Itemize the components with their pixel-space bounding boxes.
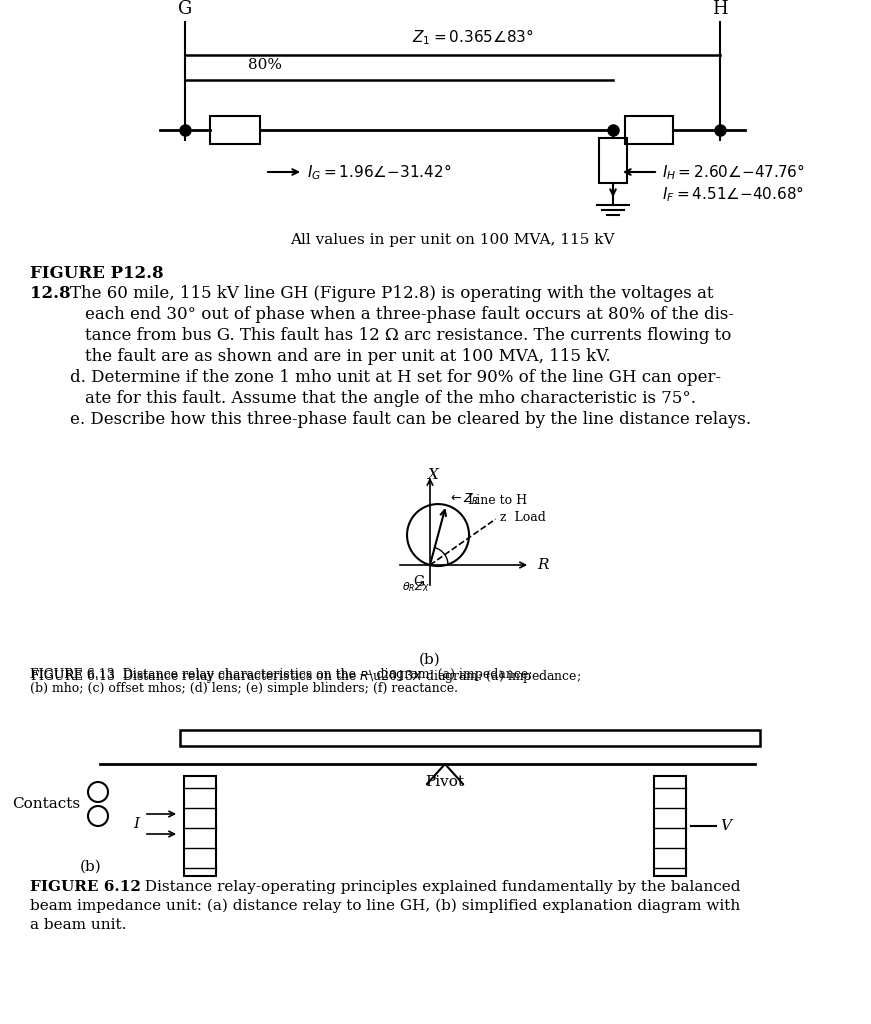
- Text: $I_H=2.60\angle{-47.76°}$: $I_H=2.60\angle{-47.76°}$: [662, 162, 805, 182]
- Text: $I_F=4.51\angle{-40.68°}$: $I_F=4.51\angle{-40.68°}$: [662, 184, 804, 204]
- Text: FIGURE P12.8: FIGURE P12.8: [30, 265, 164, 282]
- Text: Line to H: Line to H: [468, 495, 527, 507]
- Bar: [210, 116, 260, 144]
- Text: d. Determine if the zone 1 mho unit at H set for 90% of the line GH can oper-: d. Determine if the zone 1 mho unit at H…: [70, 369, 721, 386]
- Text: each end 30° out of phase when a three-phase fault occurs at 80% of the dis-: each end 30° out of phase when a three-p…: [85, 306, 734, 323]
- Bar: [625, 116, 673, 144]
- Text: X: X: [428, 468, 438, 482]
- Text: FIGURE 6.13  Distance relay characteristics on the $R$\u2013$X$ diagram: (a) imp: FIGURE 6.13 Distance relay characteristi…: [30, 668, 581, 685]
- Text: (b): (b): [419, 653, 441, 667]
- Bar: [180, 730, 760, 746]
- Text: a beam unit.: a beam unit.: [30, 918, 126, 932]
- Text: 80%: 80%: [248, 58, 282, 72]
- Text: $\leftarrow Z_R$: $\leftarrow Z_R$: [448, 492, 479, 507]
- Text: e. Describe how this three-phase fault can be cleared by the line distance relay: e. Describe how this three-phase fault c…: [70, 411, 751, 428]
- Text: I: I: [133, 817, 139, 831]
- Text: Pivot: Pivot: [426, 775, 464, 790]
- Text: FIGURE 6.12: FIGURE 6.12: [30, 880, 141, 894]
- Text: Distance relay-operating principles explained fundamentally by the balanced: Distance relay-operating principles expl…: [135, 880, 740, 894]
- Text: $I_G=1.96\angle{-31.42°}$: $I_G=1.96\angle{-31.42°}$: [307, 162, 451, 182]
- Text: $Z_1=0.365\angle83°$: $Z_1=0.365\angle83°$: [412, 28, 533, 47]
- Bar: [654, 776, 686, 876]
- Text: G: G: [178, 0, 192, 18]
- Text: beam impedance unit: (a) distance relay to line GH, (b) simplified explanation d: beam impedance unit: (a) distance relay …: [30, 899, 740, 913]
- Text: tance from bus G. This fault has 12 Ω arc resistance. The currents flowing to: tance from bus G. This fault has 12 Ω ar…: [85, 327, 732, 344]
- Text: the fault are as shown and are in per unit at 100 MVA, 115 kV.: the fault are as shown and are in per un…: [85, 348, 611, 365]
- Text: V: V: [720, 819, 731, 833]
- Bar: [599, 138, 627, 183]
- Text: R: R: [537, 558, 549, 572]
- Text: H: H: [712, 0, 728, 18]
- Text: The 60 mile, 115 kV line GH (Figure P12.8) is operating with the voltages at: The 60 mile, 115 kV line GH (Figure P12.…: [70, 285, 713, 302]
- Text: Contacts: Contacts: [12, 797, 80, 811]
- Text: ate for this fault. Assume that the angle of the mho characteristic is 75°.: ate for this fault. Assume that the angl…: [85, 390, 696, 407]
- Text: All values in per unit on 100 MVA, 115 kV: All values in per unit on 100 MVA, 115 k…: [290, 233, 615, 247]
- Text: (b) mho; (c) offset mhos; (d) lens; (e) simple blinders; (f) reactance.: (b) mho; (c) offset mhos; (d) lens; (e) …: [30, 682, 458, 695]
- Bar: [184, 776, 216, 876]
- Text: FIGURE 6.13  Distance relay characteristics on the –– diagram: (a) impedance;: FIGURE 6.13 Distance relay characteristi…: [30, 668, 532, 681]
- Text: z  Load: z Load: [500, 511, 545, 523]
- Text: (b): (b): [80, 860, 102, 874]
- Text: G: G: [413, 575, 424, 589]
- Text: $\theta_R Z_X$: $\theta_R Z_X$: [402, 581, 429, 594]
- Text: 12.8: 12.8: [30, 285, 71, 302]
